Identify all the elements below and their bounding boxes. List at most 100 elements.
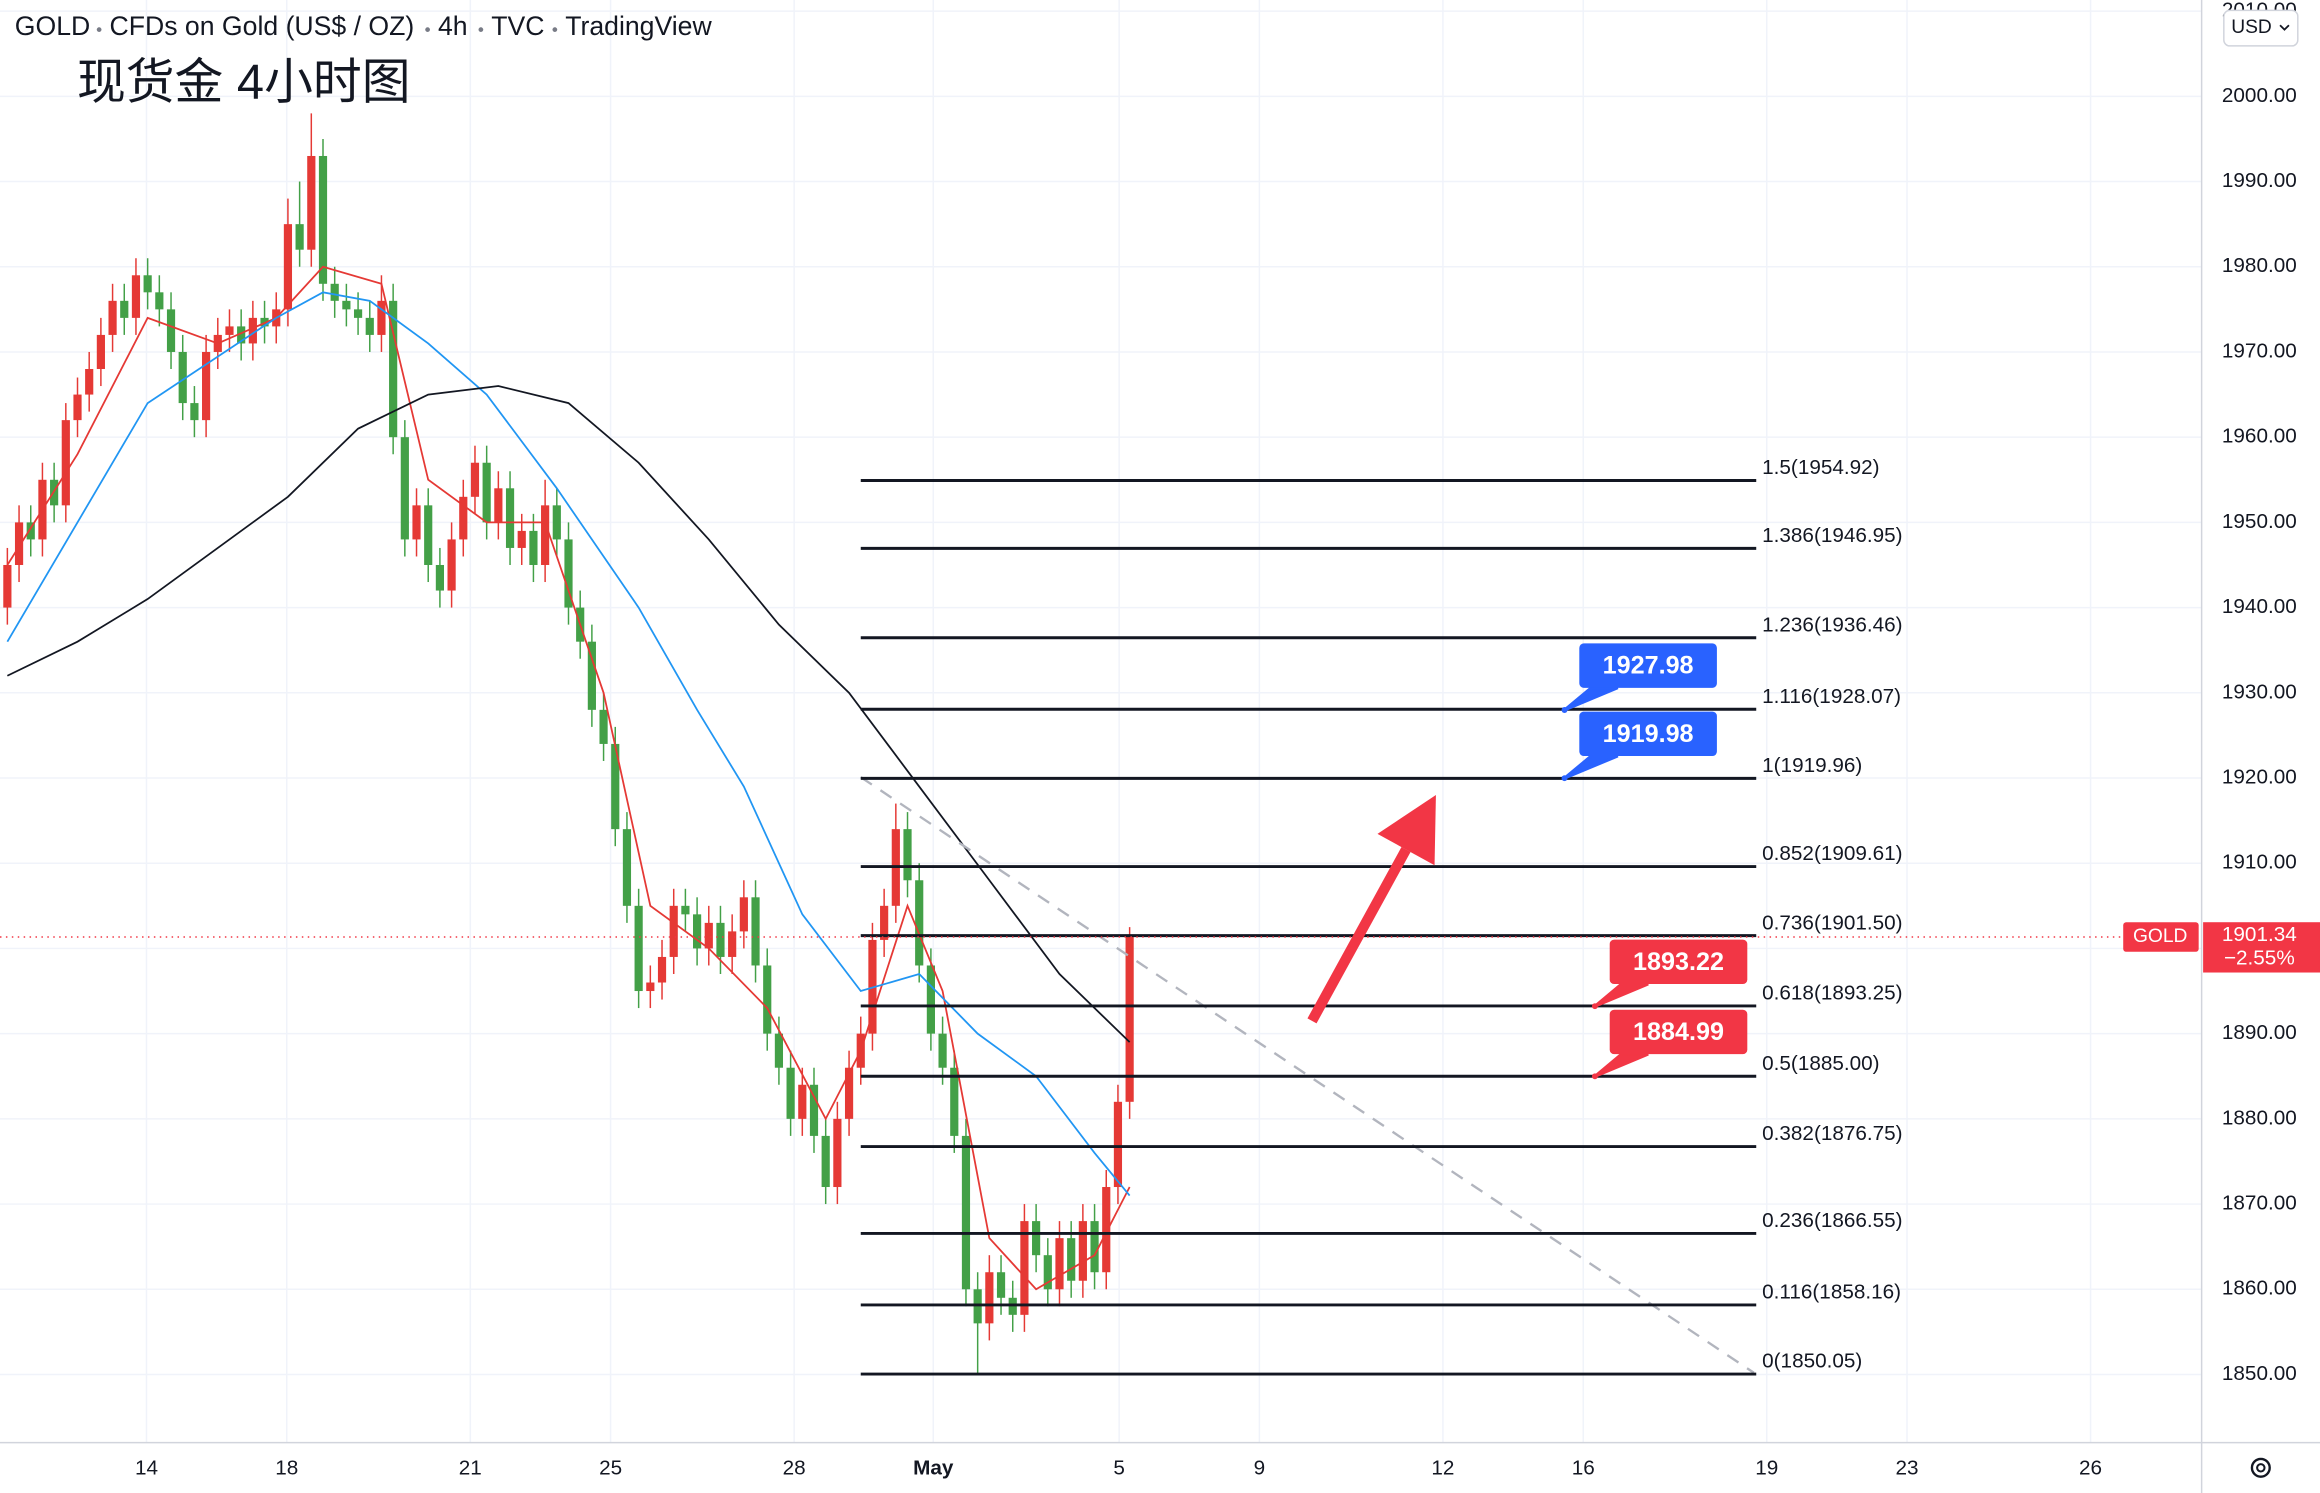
last-price-tag [2203,922,2320,973]
callout-label: 1919.98 [1603,720,1694,748]
y-tick-label: 1920.00 [2222,765,2297,788]
description: CFDs on Gold (US$ / OZ) [109,11,414,41]
chevron[interactable] [2279,24,2290,31]
candle-body [529,530,538,565]
fib-label: 1.236(1936.46) [1762,613,1902,636]
candle-body [763,965,772,1034]
y-tick-label: 1930.00 [2222,680,2297,703]
fib-label: 0.852(1909.61) [1762,842,1902,865]
candle-body [1113,1101,1123,1188]
moving-average [6,265,1131,1291]
fib-label: 1.5(1954.92) [1762,456,1879,479]
candle-body [412,505,421,540]
y-tick-label: 1980.00 [2222,254,2297,277]
x-tick-label: 23 [1896,1457,1919,1480]
callout-pointer [1593,982,1649,1008]
candle-body [809,1084,819,1136]
candle-body [996,1272,1006,1298]
callout-box [1579,643,1717,688]
candle-body [961,1135,971,1290]
candle-body [482,462,491,523]
candle-body [1102,1187,1111,1273]
y-tick-label: 1850.00 [2222,1362,2297,1385]
candle-body [1055,1238,1064,1290]
fib-label: 1.386(1946.95) [1762,524,1902,547]
candle-body [295,224,304,250]
marks: 1.5(1954.92) 1.386(1946.95) 1.236(1936.46)… [0,113,2202,1376]
candle-body [237,326,246,344]
x-tick-label: 25 [599,1457,622,1480]
gear[interactable] [2250,1457,2271,1478]
fib-label: 0.736(1901.50) [1762,911,1902,934]
candle-body [681,905,690,915]
candle-body [120,300,129,318]
callout-pointer [1563,686,1619,712]
candle-body [505,488,515,548]
header: GOLD CFDs on Gold (US$ / OZ) 4h TVC Trad… [15,11,713,110]
change-label: −2.55% [2224,947,2295,970]
candle-body [330,283,339,301]
currency-box[interactable] [2223,9,2299,47]
y-tick-label: 1880.00 [2222,1106,2297,1129]
candle-body [377,300,386,335]
candle-body [342,300,351,310]
currency-button[interactable]: USD [2223,9,2299,47]
candle-body [108,300,117,335]
candle-body [1043,1255,1052,1290]
y-tick-label: 1860.00 [2222,1277,2297,1300]
candle-body [634,905,643,992]
candle-body [166,309,176,352]
separator [552,27,558,33]
candle-body [716,922,725,957]
candle-body [774,1033,784,1068]
y-tick-label: 1960.00 [2222,425,2297,448]
candle-body [611,743,620,830]
callout-box [1609,1009,1748,1055]
fib-label: 1(1919.96) [1762,754,1862,777]
candle-body [85,369,94,395]
x-tick-label: 19 [1755,1457,1778,1480]
candle-body [1020,1221,1029,1315]
candle-body [470,462,480,497]
arrow-shaft [1307,847,1411,1024]
candle-body [541,505,550,565]
y-tick-label: 1990.00 [2222,169,2297,192]
x-tick-label: May [913,1457,954,1480]
callout-box [1609,939,1748,985]
candle-body [728,931,737,957]
callout-pointer [1563,754,1619,780]
arrow-head [1377,795,1436,866]
candle-body [552,505,561,540]
separator [478,27,484,33]
y-tick-label: 1970.00 [2222,339,2297,362]
gear-hub[interactable] [2256,1463,2266,1473]
candle-body [494,488,503,523]
fib-label: 0.618(1893.25) [1762,982,1902,1005]
chart-title: 现货金 4小时图 [77,56,411,110]
callout-anchor [1561,775,1568,782]
candle-body [985,1272,994,1324]
currency[interactable]: USD [2231,17,2272,38]
separator [96,27,102,33]
y-tick-label: 1940.00 [2222,595,2297,618]
candle-body [61,420,70,506]
symbol: GOLD [15,11,90,41]
candle-body [1067,1238,1076,1281]
last-price-label: 1901.34 [2222,923,2297,946]
candle-body [26,522,35,540]
candle-body [622,829,632,906]
symbol-tag [2123,922,2199,952]
candle-body [517,530,526,548]
candle-body [669,905,678,957]
x-tick-label: 5 [1113,1457,1125,1480]
candle-body [751,897,760,966]
y-tick-label: 1890.00 [2222,1021,2297,1044]
candle-body [202,351,211,421]
candle-body [903,829,912,881]
settings-button[interactable] [2250,1457,2271,1478]
x-tick-label: 18 [275,1457,298,1480]
candle-body [926,965,935,1034]
candle-body [915,880,924,966]
